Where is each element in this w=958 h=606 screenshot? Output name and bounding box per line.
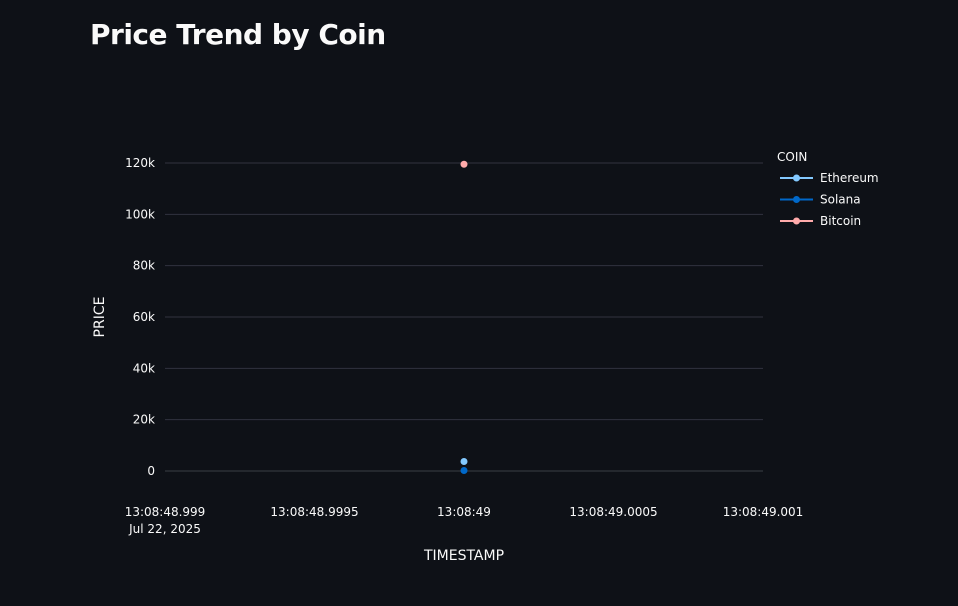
x-tick-label: 13:08:49.0005: [569, 505, 657, 519]
x-tick-label: 13:08:48.9995: [270, 505, 358, 519]
y-axis-ticks: 0 20k 40k 60k 80k 100k 120k: [125, 156, 155, 478]
y-tick-label: 100k: [125, 207, 155, 221]
legend-swatch-marker: [793, 217, 800, 225]
legend-item-solana: Solana: [780, 193, 861, 207]
x-axis-title: TIMESTAMP: [423, 548, 504, 564]
y-axis-title: PRICE: [92, 297, 108, 338]
x-tick-label: 13:08:49.001: [723, 505, 804, 519]
legend-swatch-marker: [793, 196, 800, 203]
legend-label: Bitcoin: [820, 214, 861, 228]
y-tick-label: 80k: [133, 259, 155, 273]
legend-label: Solana: [820, 193, 861, 207]
x-tick-label: 13:08:49: [437, 505, 491, 519]
x-tick-sublabel: Jul 22, 2025: [128, 522, 201, 536]
legend-item-bitcoin: Bitcoin: [780, 214, 861, 228]
y-tick-label: 0: [147, 464, 155, 478]
x-tick-label: 13:08:48.999: [125, 505, 206, 519]
page-title: Price Trend by Coin: [90, 18, 386, 51]
x-axis-ticks: 13:08:48.999 Jul 22, 2025 13:08:48.9995 13:…: [125, 505, 804, 536]
y-tick-label: 60k: [133, 310, 155, 324]
legend-items: Ethereum Solana Bitcoin: [780, 171, 879, 228]
legend-label: Ethereum: [820, 171, 879, 185]
legend-item-ethereum: Ethereum: [780, 171, 879, 185]
legend: COIN Ethereum Solana Bitcoin: [777, 150, 879, 228]
data-point-ethereum: [460, 458, 468, 466]
y-tick-label: 20k: [133, 413, 155, 427]
data-point-solana: [460, 466, 468, 474]
y-tick-label: 40k: [133, 361, 155, 375]
y-tick-label: 120k: [125, 156, 155, 170]
data-point-bitcoin: [460, 160, 468, 168]
legend-swatch-marker: [793, 174, 800, 182]
grid-layer: [165, 162, 763, 472]
legend-title: COIN: [777, 150, 807, 164]
data-points: [460, 160, 468, 474]
